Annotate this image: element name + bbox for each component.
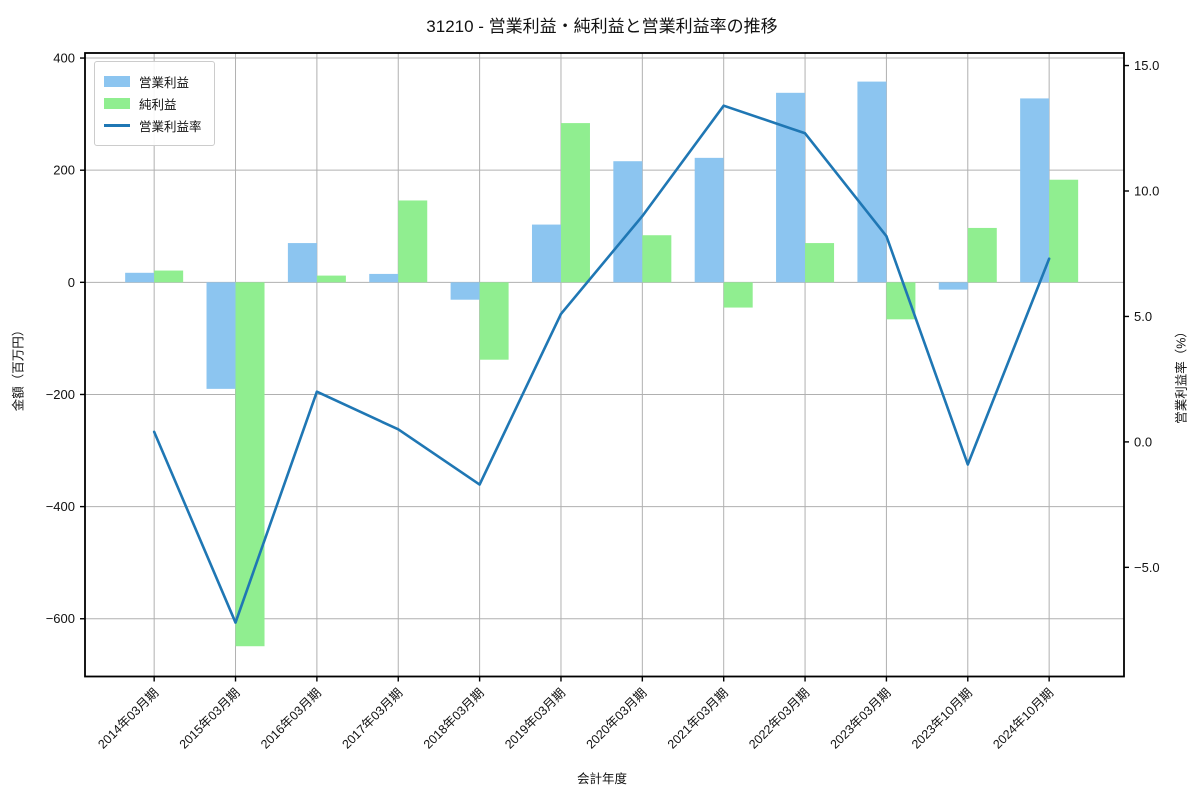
- bar-net-income: [316, 275, 346, 283]
- bar-operating-income: [206, 282, 236, 389]
- x-tick-label: 2016年03月期: [258, 686, 324, 752]
- bar-operating-income: [450, 282, 480, 300]
- y-tick-label-left: −400: [46, 499, 75, 514]
- x-tick-label: 2022年03月期: [746, 686, 812, 752]
- bar-operating-income: [125, 272, 155, 283]
- chart-title: 31210 - 営業利益・純利益と営業利益率の推移: [426, 17, 778, 36]
- legend-label-operating-margin: 営業利益率: [139, 120, 202, 134]
- x-tick-label: 2023年03月期: [828, 686, 894, 752]
- bar-net-income: [479, 282, 509, 360]
- legend-item-operating-income: 営業利益: [104, 72, 202, 91]
- bar-operating-income: [531, 224, 561, 283]
- legend-swatch-net-income: [104, 98, 130, 109]
- x-tick-label: 2023年10月期: [909, 686, 975, 752]
- bar-net-income: [398, 200, 428, 283]
- x-tick-label: 2014年03月期: [95, 686, 161, 752]
- operating-margin-line: [152, 104, 1051, 624]
- y-tick-label-left: 0: [68, 275, 75, 290]
- y-tick-label-left: −600: [46, 611, 75, 626]
- bar-net-income: [805, 243, 835, 283]
- legend: 営業利益 純利益 営業利益率: [94, 61, 215, 146]
- y-tick-label-right: 0.0: [1134, 434, 1152, 449]
- legend-item-operating-margin: 営業利益率: [104, 116, 202, 135]
- x-tick-label: 2024年10月期: [990, 686, 1056, 752]
- bar-net-income: [154, 270, 184, 283]
- bar-net-income: [560, 123, 590, 283]
- x-tick-label: 2019年03月期: [502, 686, 568, 752]
- y-tick-label-left: 400: [53, 51, 75, 66]
- legend-label-operating-income: 営業利益: [139, 76, 190, 90]
- y-tick-label-right: 5.0: [1134, 309, 1152, 324]
- y-tick-label-right: −5.0: [1134, 560, 1160, 575]
- x-axis-label: 会計年度: [576, 772, 627, 786]
- bar-net-income: [967, 227, 997, 283]
- bar-net-income: [1049, 179, 1079, 283]
- y-tick-label-left: −200: [46, 387, 75, 402]
- bar-net-income: [886, 282, 916, 320]
- y-tick-label-left: 200: [53, 163, 75, 178]
- x-tick-label: 2020年03月期: [584, 686, 650, 752]
- y-tick-label-right: 10.0: [1134, 183, 1159, 198]
- x-tick-label: 2021年03月期: [665, 686, 731, 752]
- legend-label-net-income: 純利益: [139, 98, 177, 112]
- x-tick-label: 2018年03月期: [421, 686, 487, 752]
- y-axis-label-left: 金額（百万円）: [11, 323, 26, 412]
- y-tick-label-right: 15.0: [1134, 58, 1159, 73]
- legend-swatch-operating-margin-line: [104, 124, 130, 127]
- bar-operating-income: [1020, 98, 1050, 283]
- y-axis-label-right: 営業利益率（%）: [1174, 325, 1189, 424]
- legend-item-net-income: 純利益: [104, 94, 202, 113]
- bar-net-income: [723, 282, 753, 308]
- bar-net-income: [642, 235, 672, 283]
- bar-operating-income: [938, 282, 968, 290]
- bar-operating-income: [287, 243, 317, 283]
- bar-net-income: [235, 282, 265, 647]
- bar-operating-income: [857, 81, 887, 283]
- bar-operating-income: [369, 273, 399, 283]
- legend-swatch-operating-income: [104, 76, 130, 87]
- plot-border: [84, 52, 1125, 678]
- bar-operating-income: [776, 92, 806, 283]
- x-tick-label: 2015年03月期: [177, 686, 243, 752]
- x-tick-label: 2017年03月期: [339, 686, 405, 752]
- bar-operating-income: [694, 157, 724, 283]
